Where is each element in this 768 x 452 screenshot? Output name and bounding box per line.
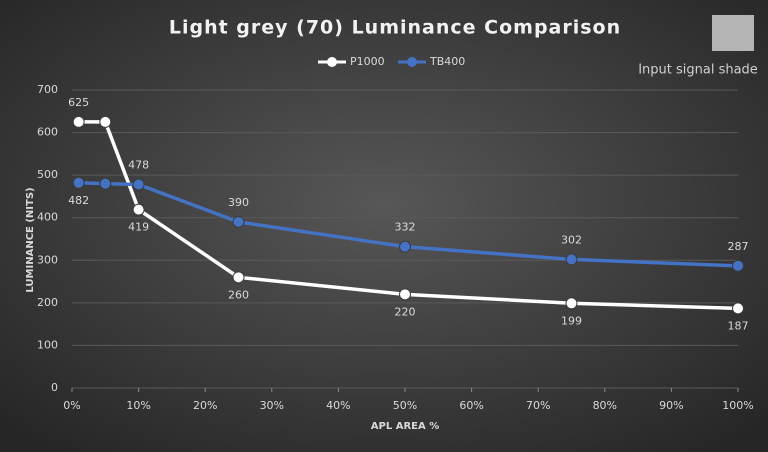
chart-title: Light grey (70) Luminance Comparison <box>169 17 621 39</box>
data-point <box>72 176 85 189</box>
x-tick-label: 50% <box>393 399 417 412</box>
x-tick-label: 100% <box>722 399 753 412</box>
data-point <box>132 203 145 216</box>
data-label: 199 <box>561 314 582 327</box>
legend-label: TB400 <box>429 55 465 68</box>
y-tick-label: 400 <box>37 211 58 224</box>
data-point <box>99 115 112 128</box>
data-point <box>399 240 411 253</box>
data-point <box>232 215 245 228</box>
data-point <box>72 115 85 128</box>
y-tick-label: 0 <box>51 381 58 394</box>
x-tick-label: 90% <box>659 399 683 412</box>
data-label: 187 <box>728 319 749 332</box>
data-point <box>132 178 145 191</box>
legend-marker <box>407 57 417 67</box>
x-tick-label: 10% <box>126 399 150 412</box>
legend-label: P1000 <box>350 55 385 68</box>
data-point <box>565 253 578 266</box>
y-tick-label: 100 <box>37 338 58 351</box>
x-tick-label: 0% <box>63 399 80 412</box>
data-label: 220 <box>395 305 416 318</box>
data-label: 260 <box>228 288 249 301</box>
data-point <box>732 302 744 315</box>
shade-swatch <box>712 15 754 51</box>
data-point <box>732 259 744 272</box>
data-label: 332 <box>395 221 416 234</box>
data-point <box>232 271 245 284</box>
y-tick-label: 500 <box>37 168 58 181</box>
data-point <box>399 288 411 301</box>
x-tick-label: 80% <box>593 399 617 412</box>
data-label: 390 <box>228 196 249 209</box>
x-tick-label: 30% <box>260 399 284 412</box>
data-label: 419 <box>128 221 149 234</box>
y-axis-title: LUMINANCE (NITS) <box>25 187 36 292</box>
x-tick-label: 60% <box>459 399 483 412</box>
data-label: 287 <box>728 240 749 253</box>
data-label: 302 <box>561 233 582 246</box>
y-tick-label: 200 <box>37 296 58 309</box>
data-label: 478 <box>128 159 149 172</box>
data-label: 625 <box>68 96 89 109</box>
annotation: Input signal shade <box>638 63 758 78</box>
y-tick-label: 300 <box>37 253 58 266</box>
x-tick-label: 40% <box>326 399 350 412</box>
data-point <box>565 297 578 310</box>
x-tick-label: 20% <box>193 399 217 412</box>
y-tick-label: 700 <box>37 83 58 96</box>
data-point <box>99 177 112 190</box>
y-tick-label: 600 <box>37 126 58 139</box>
x-axis-title: APL AREA % <box>371 421 439 432</box>
legend-marker <box>327 57 337 67</box>
data-label: 482 <box>68 194 89 207</box>
x-tick-label: 70% <box>526 399 550 412</box>
